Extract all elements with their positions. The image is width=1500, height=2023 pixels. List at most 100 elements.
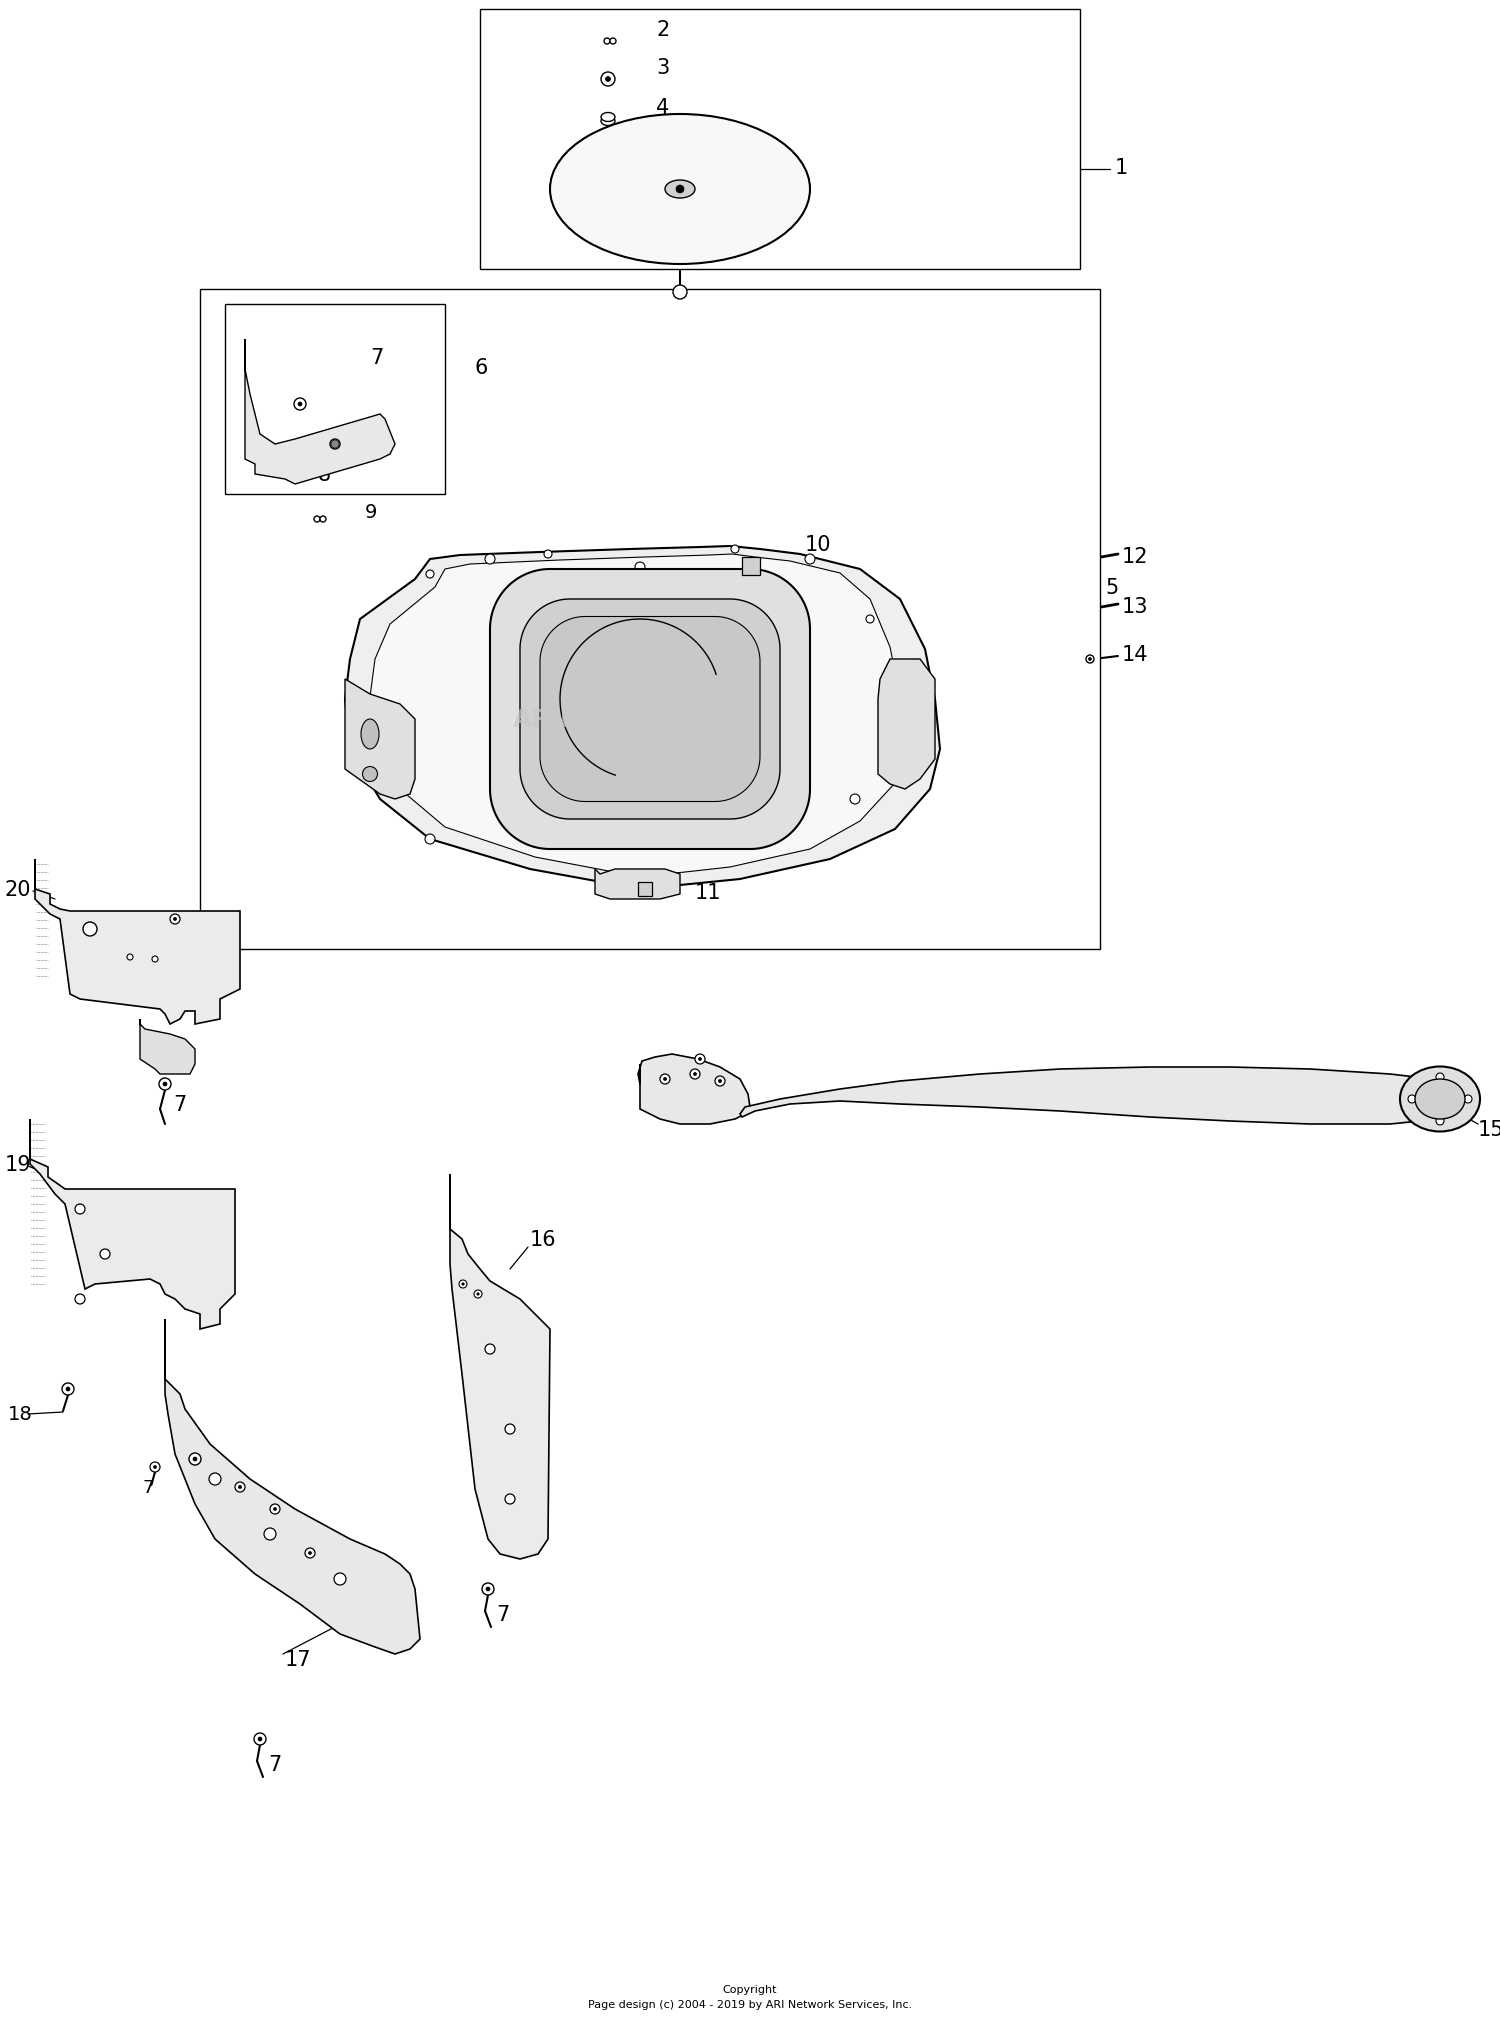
Text: 11: 11 [694, 882, 721, 902]
Circle shape [462, 1283, 464, 1285]
Circle shape [604, 38, 610, 45]
Circle shape [716, 1076, 724, 1086]
Circle shape [694, 1054, 705, 1064]
Circle shape [314, 516, 320, 522]
Polygon shape [34, 860, 240, 1024]
Text: 7: 7 [248, 1499, 259, 1517]
Text: 17: 17 [285, 1649, 312, 1669]
Polygon shape [450, 1175, 550, 1560]
Circle shape [1408, 1096, 1416, 1103]
Circle shape [273, 1507, 276, 1511]
Circle shape [334, 1574, 346, 1586]
Ellipse shape [576, 129, 784, 251]
Circle shape [718, 1080, 722, 1082]
Polygon shape [165, 1319, 420, 1655]
Text: 7: 7 [268, 1754, 282, 1774]
Ellipse shape [660, 178, 699, 200]
Ellipse shape [602, 146, 758, 235]
Bar [200, 289, 1100, 949]
Ellipse shape [556, 119, 804, 261]
Circle shape [66, 1388, 70, 1392]
Circle shape [320, 516, 326, 522]
Text: ARIPartStream™: ARIPartStream™ [513, 708, 747, 732]
Text: 7: 7 [708, 1074, 722, 1094]
Circle shape [606, 77, 610, 83]
Circle shape [294, 399, 306, 411]
Circle shape [660, 1074, 670, 1084]
Ellipse shape [602, 117, 615, 127]
Circle shape [150, 1463, 160, 1473]
Text: 4: 4 [656, 97, 669, 117]
Polygon shape [244, 340, 394, 486]
Bar [638, 882, 652, 896]
Circle shape [100, 1250, 109, 1260]
Circle shape [850, 795, 859, 805]
Circle shape [506, 1424, 515, 1434]
Polygon shape [638, 1054, 750, 1125]
Circle shape [75, 1204, 86, 1214]
Text: Copyright: Copyright [723, 1985, 777, 1995]
Polygon shape [596, 870, 680, 900]
Text: 7: 7 [318, 1562, 330, 1580]
Text: 18: 18 [200, 1463, 225, 1481]
Ellipse shape [602, 113, 615, 123]
Text: 5: 5 [1106, 579, 1118, 597]
Ellipse shape [363, 767, 378, 783]
Ellipse shape [640, 168, 718, 212]
Circle shape [153, 1467, 156, 1469]
Text: 13: 13 [1122, 597, 1149, 617]
Circle shape [676, 186, 684, 194]
Ellipse shape [550, 115, 810, 265]
Circle shape [610, 38, 616, 45]
Ellipse shape [648, 172, 712, 208]
Circle shape [633, 880, 646, 894]
Text: Page design (c) 2004 - 2019 by ARI Network Services, Inc.: Page design (c) 2004 - 2019 by ARI Netwo… [588, 1999, 912, 2009]
Ellipse shape [562, 123, 796, 257]
Text: 16: 16 [530, 1230, 556, 1250]
Circle shape [730, 546, 740, 554]
Text: 20: 20 [4, 880, 32, 900]
Circle shape [690, 1070, 700, 1080]
Bar [225, 305, 446, 496]
Circle shape [270, 1505, 280, 1515]
Circle shape [332, 441, 339, 449]
Circle shape [304, 1548, 315, 1558]
Circle shape [426, 570, 433, 579]
Circle shape [174, 918, 177, 920]
Circle shape [189, 1453, 201, 1465]
Polygon shape [740, 1068, 1470, 1125]
Ellipse shape [664, 180, 694, 198]
Circle shape [75, 1295, 86, 1305]
Ellipse shape [668, 182, 693, 198]
Circle shape [693, 1072, 696, 1076]
Polygon shape [345, 680, 416, 799]
Circle shape [482, 1584, 494, 1596]
Circle shape [474, 1291, 482, 1299]
Circle shape [238, 1485, 242, 1489]
Polygon shape [490, 570, 810, 850]
Circle shape [663, 1078, 666, 1080]
Text: 7: 7 [496, 1604, 508, 1624]
Polygon shape [30, 1119, 236, 1329]
Circle shape [159, 1078, 171, 1090]
Text: 7: 7 [142, 1479, 154, 1497]
Circle shape [152, 957, 157, 963]
Circle shape [424, 835, 435, 844]
Ellipse shape [362, 720, 380, 751]
Text: 15: 15 [1478, 1119, 1500, 1139]
Text: 6: 6 [476, 358, 489, 378]
Circle shape [170, 914, 180, 925]
Circle shape [1089, 657, 1092, 662]
Circle shape [264, 1527, 276, 1540]
Circle shape [484, 554, 495, 564]
Circle shape [164, 1082, 166, 1086]
Polygon shape [540, 617, 760, 801]
Text: 9: 9 [364, 502, 378, 522]
Text: 3: 3 [656, 59, 669, 79]
Ellipse shape [590, 138, 771, 243]
Circle shape [258, 1738, 262, 1742]
Text: 2: 2 [656, 20, 669, 40]
Text: 14: 14 [1122, 645, 1149, 666]
Circle shape [309, 1552, 312, 1556]
Circle shape [330, 439, 340, 449]
